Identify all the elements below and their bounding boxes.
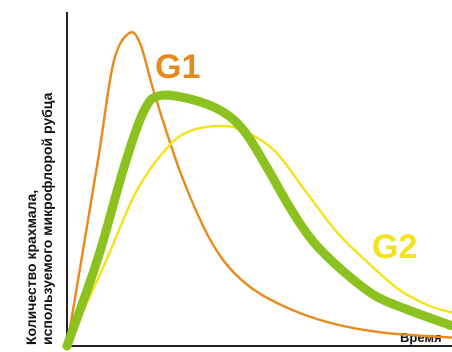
series-label-g1: G1 bbox=[155, 48, 200, 86]
series-line-g1 bbox=[65, 31, 452, 348]
series-label-g2: G2 bbox=[372, 228, 417, 266]
x-axis-label: Время bbox=[400, 330, 442, 345]
y-axis-title: Количество крахмала, используемого микро… bbox=[23, 92, 55, 345]
y-axis-label-line-2: используемого микрофлорой рубца bbox=[39, 92, 55, 345]
series-line-g2 bbox=[65, 124, 452, 348]
y-axis-label-line-1: Количество крахмала, bbox=[23, 190, 39, 345]
series-layer bbox=[62, 31, 452, 351]
series-line-green bbox=[62, 90, 452, 351]
